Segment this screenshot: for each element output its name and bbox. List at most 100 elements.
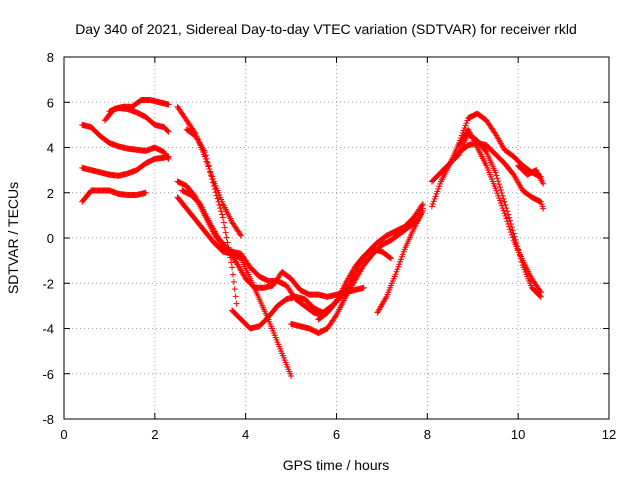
y-tick-label: -6 bbox=[42, 367, 54, 382]
data-point bbox=[232, 293, 239, 300]
data-point bbox=[165, 101, 172, 108]
data-point bbox=[540, 180, 547, 187]
y-tick-label: 8 bbox=[47, 50, 54, 65]
data-point bbox=[500, 195, 507, 202]
data-point bbox=[213, 192, 220, 199]
y-tick-label: -4 bbox=[42, 322, 54, 337]
x-tick-label: 0 bbox=[60, 427, 67, 442]
data-point bbox=[223, 234, 230, 241]
data-point bbox=[237, 231, 244, 238]
data-series bbox=[315, 246, 394, 323]
data-point bbox=[220, 219, 227, 226]
data-series bbox=[79, 153, 172, 179]
axis-ticks: 0 2 4 6 8 10 12 -8 -6 -4 -2 0 2 4 6 8 bbox=[42, 50, 616, 442]
data-series bbox=[456, 126, 544, 296]
x-tick-label: 4 bbox=[242, 427, 249, 442]
data-point bbox=[501, 210, 508, 217]
y-tick-label: 4 bbox=[47, 141, 54, 156]
x-tick-label: 6 bbox=[333, 427, 340, 442]
data-point bbox=[509, 234, 516, 241]
data-point bbox=[221, 224, 228, 231]
x-tick-label: 12 bbox=[602, 427, 616, 442]
data-point bbox=[238, 232, 245, 239]
data-point bbox=[209, 176, 216, 183]
data-point bbox=[219, 211, 226, 218]
y-axis-label: SDTVAR / TECUs bbox=[5, 182, 21, 294]
data-point bbox=[492, 169, 499, 176]
data-point bbox=[502, 201, 509, 208]
data-series bbox=[515, 162, 547, 187]
data-series bbox=[79, 121, 172, 162]
data-series bbox=[374, 207, 426, 316]
data-point bbox=[229, 264, 236, 271]
data-point bbox=[206, 165, 213, 172]
data-point bbox=[224, 239, 231, 246]
data-point bbox=[229, 271, 236, 278]
grid bbox=[64, 57, 609, 419]
data-point bbox=[209, 179, 216, 186]
data-point bbox=[507, 229, 514, 236]
data-point bbox=[207, 169, 214, 176]
data-point bbox=[504, 218, 511, 225]
data-point bbox=[165, 153, 172, 160]
data-point bbox=[165, 128, 172, 135]
x-axis-label: GPS time / hours bbox=[283, 457, 390, 473]
data-point bbox=[495, 178, 502, 185]
y-tick-label: -2 bbox=[42, 276, 54, 291]
chart-title: Day 340 of 2021, Sidereal Day-to-day VTE… bbox=[75, 21, 577, 37]
data-point bbox=[506, 223, 513, 230]
data-point bbox=[216, 201, 223, 208]
y-tick-label: -8 bbox=[42, 412, 54, 427]
data-point bbox=[219, 214, 226, 221]
data-point bbox=[204, 159, 211, 166]
data-point bbox=[215, 198, 222, 205]
data-point bbox=[205, 162, 212, 169]
data-point bbox=[506, 214, 513, 221]
data-point bbox=[505, 220, 512, 227]
data-point bbox=[217, 205, 224, 212]
data-point bbox=[203, 155, 210, 162]
data-series bbox=[106, 104, 172, 135]
data-point bbox=[502, 212, 509, 219]
data-point bbox=[201, 149, 208, 156]
data-point bbox=[288, 373, 295, 380]
data-point bbox=[494, 175, 501, 182]
data-point bbox=[218, 208, 225, 215]
data-series bbox=[183, 126, 240, 307]
data-point bbox=[536, 287, 543, 294]
data-point bbox=[540, 205, 547, 212]
data-point bbox=[233, 300, 240, 307]
data-point bbox=[228, 259, 235, 266]
x-tick-label: 8 bbox=[424, 427, 431, 442]
data-point bbox=[164, 127, 171, 134]
data-point bbox=[360, 284, 367, 291]
y-tick-label: 0 bbox=[47, 231, 54, 246]
data-point bbox=[537, 289, 544, 296]
data-point bbox=[222, 229, 229, 236]
x-tick-label: 10 bbox=[511, 427, 525, 442]
y-tick-label: 2 bbox=[47, 186, 54, 201]
data-point bbox=[418, 202, 425, 209]
data-point bbox=[332, 313, 339, 320]
y-tick-label: 6 bbox=[47, 95, 54, 110]
data-point bbox=[212, 189, 219, 196]
x-tick-label: 2 bbox=[151, 427, 158, 442]
data-point bbox=[497, 187, 504, 194]
data-point bbox=[230, 278, 237, 285]
data-point bbox=[142, 189, 149, 196]
data-point bbox=[419, 207, 426, 214]
data-point bbox=[231, 286, 238, 293]
data-point bbox=[210, 182, 217, 189]
data-point bbox=[214, 195, 221, 202]
data-point bbox=[482, 147, 489, 154]
data-marks bbox=[79, 96, 547, 380]
data-point bbox=[501, 198, 508, 205]
data-point bbox=[505, 211, 512, 218]
data-point bbox=[211, 186, 218, 193]
data-point bbox=[497, 184, 503, 191]
data-point bbox=[503, 215, 510, 222]
data-point bbox=[496, 181, 503, 188]
data-point bbox=[508, 231, 515, 238]
data-point bbox=[202, 152, 209, 159]
